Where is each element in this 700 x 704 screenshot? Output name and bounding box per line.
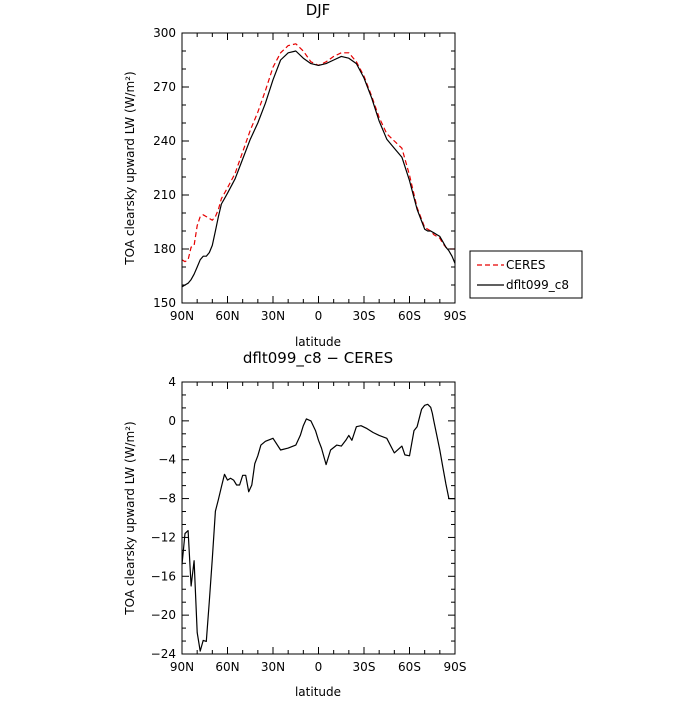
bottom-xtick-label: 30N xyxy=(261,660,285,674)
bottom-panel-xlabel: latitude xyxy=(295,685,341,699)
bottom-xtick-label: 90N xyxy=(170,660,194,674)
top-series-line-1 xyxy=(181,43,455,263)
bottom-ytick-label: 4 xyxy=(168,375,176,389)
bottom-xtick-label: 30S xyxy=(353,660,376,674)
top-xtick-label: 90N xyxy=(170,309,194,323)
legend-label-ceres: CERES xyxy=(506,258,546,272)
top-xtick-label: 60N xyxy=(215,309,239,323)
top-ytick-label: 300 xyxy=(153,26,176,40)
legend-label-model: dflt099_c8 xyxy=(506,278,569,292)
bottom-ytick-label: −16 xyxy=(151,569,176,583)
bottom-ytick-label: −12 xyxy=(151,530,176,544)
bottom-ytick-label: −4 xyxy=(158,453,176,467)
top-xtick-label: 30N xyxy=(261,309,285,323)
top-ytick-label: 270 xyxy=(153,80,176,94)
bottom-panel-axes: 90N 60N 30N 0 30S 60S 90S 4 0 −4 −8 −12 −16 −20 −24 xyxy=(151,375,467,674)
top-panel: DJF 90N 60N 30N 0 30S 60S 90S 150 180 210 240 270 30… xyxy=(123,1,583,349)
top-xtick-label: 0 xyxy=(315,309,323,323)
bottom-panel-series xyxy=(181,403,455,652)
top-panel-series xyxy=(181,43,456,288)
bottom-panel: dflt099_c8 − CERES 90N 60N 30N 0 30S 60S 90S 4 0… xyxy=(123,349,466,699)
top-panel-title: DJF xyxy=(306,1,331,19)
top-xtick-label: 90S xyxy=(444,309,467,323)
bottom-ytick-label: −24 xyxy=(151,647,176,661)
bottom-xtick-label: 90S xyxy=(444,660,467,674)
bottom-ytick-label: 0 xyxy=(168,414,176,428)
top-series-line-2 xyxy=(181,50,456,288)
bottom-xtick-label: 60N xyxy=(215,660,239,674)
top-panel-xlabel: latitude xyxy=(295,335,341,349)
top-ytick-label: 240 xyxy=(153,134,176,148)
bottom-panel-frame xyxy=(181,381,456,655)
bottom-ytick-label: −20 xyxy=(151,608,176,622)
top-xtick-label: 60S xyxy=(398,309,421,323)
bottom-series-line-1 xyxy=(181,403,455,652)
legend: CERES dflt099_c8 xyxy=(469,250,583,299)
top-ytick-label: 180 xyxy=(153,242,176,256)
top-xtick-label: 30S xyxy=(353,309,376,323)
top-ytick-label: 150 xyxy=(153,296,176,310)
bottom-xtick-label: 0 xyxy=(315,660,323,674)
top-panel-frame xyxy=(181,32,456,304)
top-ytick-label: 210 xyxy=(153,188,176,202)
bottom-panel-ylabel: TOA clearsky upward LW (W/m²) xyxy=(123,421,137,615)
bottom-xtick-label: 60S xyxy=(398,660,421,674)
legend-box xyxy=(469,250,583,299)
top-panel-ylabel: TOA clearsky upward LW (W/m²) xyxy=(123,71,137,265)
bottom-panel-title: dflt099_c8 − CERES xyxy=(243,349,393,368)
top-panel-axes: 90N 60N 30N 0 30S 60S 90S 150 180 210 240 270 300 xyxy=(153,26,466,323)
bottom-ytick-label: −8 xyxy=(158,492,176,506)
